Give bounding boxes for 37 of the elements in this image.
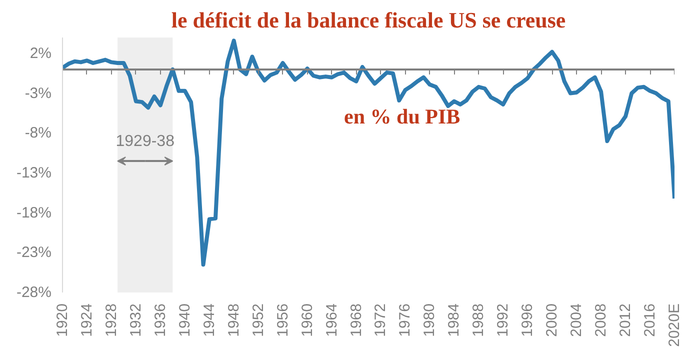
x-tick-label: 2012 <box>617 303 634 337</box>
x-tick-label: 1952 <box>250 303 267 337</box>
y-tick-label: -18% <box>16 204 52 222</box>
y-tick-label: 2% <box>30 44 52 62</box>
line-series <box>62 38 674 267</box>
band-label: 1929-38 <box>116 132 175 150</box>
x-tick-label: 1984 <box>446 303 463 337</box>
y-tick-label: -28% <box>16 284 52 301</box>
x-tick-label: 2016 <box>642 303 659 337</box>
x-tick-label: 1988 <box>470 303 488 337</box>
x-tick-label: 1964 <box>323 303 340 337</box>
x-tick-label: 1928 <box>102 303 120 337</box>
x-tick-label: 1948 <box>225 303 242 337</box>
y-tick-label: -3% <box>24 84 52 102</box>
x-tick-label: 1932 <box>127 303 144 337</box>
x-tick-label: 1944 <box>200 303 218 337</box>
x-tick-label: 1972 <box>372 303 390 337</box>
x-tick-label: 1936 <box>152 303 169 337</box>
chart-title: le déficit de la balance fiscale US se creuse <box>171 8 566 32</box>
x-tick-label: 2020E <box>666 304 683 347</box>
x-tick-label: 1968 <box>348 303 365 337</box>
x-tick-label: 1960 <box>298 303 316 337</box>
y-tick-label: -8% <box>24 124 52 142</box>
x-tick-label: 1956 <box>274 303 292 337</box>
y-tick-label: -23% <box>16 244 52 262</box>
x-tick-label: 1976 <box>396 303 414 337</box>
x-tick-label: 2008 <box>592 303 610 337</box>
x-tick-label: 1920 <box>54 303 71 337</box>
x-tick-label: 1980 <box>421 303 438 337</box>
x-tick-label: 1940 <box>176 303 194 337</box>
x-tick-label: 2000 <box>544 303 561 337</box>
y-tick-label: -13% <box>16 164 52 182</box>
x-tick-label: 1924 <box>78 303 96 337</box>
x-tick-label: 1992 <box>494 303 512 337</box>
x-tick-label: 2004 <box>568 303 586 337</box>
x-tick-label: 1996 <box>519 303 536 337</box>
text: en % du PIB <box>344 104 460 128</box>
